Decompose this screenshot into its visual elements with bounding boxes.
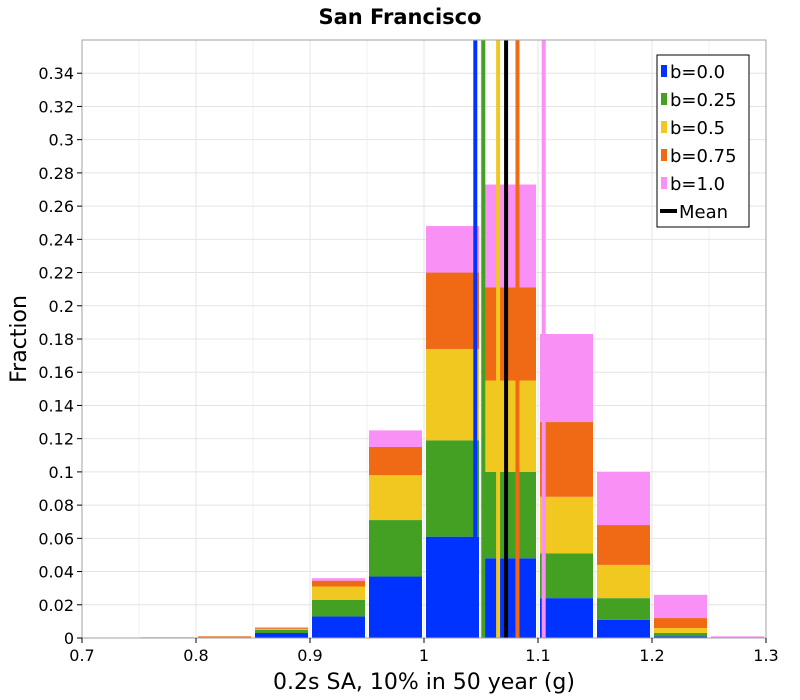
bar-segment [597, 564, 650, 599]
x-tick-label: 0.7 [69, 646, 94, 665]
y-tick-label: 0.08 [38, 496, 74, 515]
y-tick-label: 0.02 [38, 596, 74, 615]
bar-segment [426, 348, 479, 441]
bar-segment [654, 628, 707, 634]
y-axis-label: Fraction [7, 295, 32, 383]
y-axis-ticks: 0 0.02 0.04 0.06 0.08 0.1 0.12 0.14 0.16 0.18 0.2 0… [38, 64, 82, 648]
bar-segment [654, 633, 707, 637]
bar-segment [312, 616, 365, 638]
bar-segment [255, 627, 308, 629]
x-tick-label: 1.3 [753, 646, 778, 665]
bar-segment [483, 558, 536, 638]
legend-label: b=0.0 [670, 62, 725, 83]
legend-swatch [661, 93, 667, 105]
bar-segment [597, 619, 650, 638]
bar-segment [369, 520, 422, 577]
bar-segment [540, 422, 593, 497]
bar-segment [369, 430, 422, 447]
x-tick-label: 1.2 [639, 646, 664, 665]
bar-segment [426, 272, 479, 349]
bar-segment [198, 636, 251, 638]
y-tick-label: 0.04 [38, 563, 74, 582]
y-tick-label: 0.16 [38, 363, 74, 382]
legend-label: b=0.25 [670, 90, 737, 111]
x-tick-label: 0.9 [297, 646, 322, 665]
bar-segment [369, 576, 422, 638]
bar-segment [654, 618, 707, 629]
x-axis-label: 0.2s SA, 10% in 50 year (g) [273, 670, 575, 695]
legend-label: b=1.0 [670, 174, 725, 195]
bar-segment [654, 636, 707, 638]
bar-segment [255, 628, 308, 629]
y-tick-label: 0.22 [38, 264, 74, 283]
legend: b=0.0 b=0.25 b=0.5 b=0.75 b=1.0 Mean [656, 54, 750, 228]
bar-segment [483, 184, 536, 288]
y-tick-label: 0 [64, 629, 74, 648]
bar-segment [540, 496, 593, 554]
y-tick-label: 0.26 [38, 197, 74, 216]
y-tick-label: 0.18 [38, 330, 74, 349]
legend-box [656, 54, 750, 228]
y-tick-label: 0.2 [49, 297, 74, 316]
y-tick-label: 0.06 [38, 529, 74, 548]
y-tick-label: 0.34 [38, 64, 74, 83]
y-tick-label: 0.1 [49, 463, 74, 482]
bar-segment [312, 586, 365, 600]
bar-segment [654, 594, 707, 619]
bar-segment [312, 599, 365, 617]
bar-segment [597, 525, 650, 565]
y-tick-label: 0.28 [38, 164, 74, 183]
y-tick-label: 0.14 [38, 396, 74, 415]
bar-segment [540, 334, 593, 423]
y-tick-label: 0.3 [49, 131, 74, 150]
chart-title: San Francisco [318, 5, 481, 29]
bar-segment [369, 446, 422, 476]
bar-segment [483, 471, 536, 559]
bar-segment [312, 580, 365, 587]
bar-segment [597, 598, 650, 620]
bars [141, 184, 764, 638]
legend-swatch [661, 121, 667, 133]
bar-segment [426, 440, 479, 537]
legend-swatch [661, 149, 667, 161]
bar-segment [426, 536, 479, 638]
bar-segment [597, 471, 650, 526]
x-tick-label: 0.8 [183, 646, 208, 665]
mean-lines [473, 40, 546, 638]
x-tick-label: 1.1 [525, 646, 550, 665]
y-tick-label: 0.24 [38, 230, 74, 249]
bar-segment [312, 578, 365, 581]
legend-label: b=0.5 [670, 118, 725, 139]
bar-segment [369, 475, 422, 521]
legend-swatch [661, 177, 667, 189]
x-axis-ticks: 0.7 0.8 0.9 1 1.1 1.2 1.3 [69, 638, 779, 665]
bar-segment [255, 628, 308, 630]
legend-label: Mean [679, 202, 728, 223]
x-tick-label: 1 [419, 646, 429, 665]
bar-segment [426, 226, 479, 273]
bar-segment [483, 287, 536, 381]
bar-segment [540, 598, 593, 638]
bar-segment [483, 380, 536, 472]
bar-segment [255, 629, 308, 634]
bar-segment [540, 553, 593, 599]
bar-segment [255, 633, 308, 638]
legend-label: b=0.75 [670, 146, 737, 167]
y-tick-label: 0.12 [38, 430, 74, 449]
legend-swatch [661, 65, 667, 77]
bar-segment [711, 636, 764, 638]
y-tick-label: 0.32 [38, 97, 74, 116]
grid [81, 40, 767, 638]
